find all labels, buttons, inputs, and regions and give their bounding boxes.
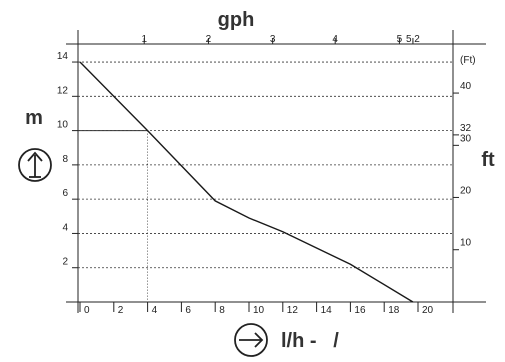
bottom-tick-label: 0 (84, 305, 90, 316)
reference-guides (78, 130, 149, 302)
top-tick-label: 5 (397, 34, 403, 45)
bottom-tick-label: 20 (422, 305, 434, 316)
bottom-tick-label: 4 (152, 305, 158, 316)
left-tick-label: 2 (62, 257, 68, 268)
top-tick-label: 4 (332, 34, 338, 45)
top-tick-label: 2 (206, 34, 212, 45)
plot-frame (66, 30, 486, 313)
grid (78, 61, 453, 269)
right-axis-label: ft (481, 149, 495, 171)
bottom-tick-label: 10 (253, 305, 265, 316)
left-tick-label: 12 (57, 85, 69, 96)
right-tick-label: 20 (460, 185, 472, 196)
left-tick-label: 10 (57, 120, 69, 131)
bottom-tick-label: 6 (185, 305, 191, 316)
series (79, 61, 414, 303)
left-tick-label: 4 (62, 222, 68, 233)
right-arrow-circle-icon (234, 323, 268, 357)
left-tick-label: 14 (57, 51, 69, 62)
bottom-tick-label: 12 (287, 305, 299, 316)
right-unit-tag: (Ft) (460, 55, 476, 66)
bottom-tick-label: 18 (388, 305, 400, 316)
left-tick-label: 6 (62, 188, 68, 199)
left-axis-label: m (25, 107, 43, 129)
top-axis-label: gph (218, 9, 255, 31)
top-tick-label: 5.2 (406, 34, 420, 45)
bottom-tick-label: 16 (354, 305, 366, 316)
bottom-axis-label: l/h - / (281, 330, 339, 352)
right-tick-label: 10 (460, 238, 472, 249)
top-tick-label: 3 (270, 34, 276, 45)
up-arrow-circle-icon (18, 148, 52, 182)
right-tick-label: 40 (460, 81, 472, 92)
right-tick-label: 32 (460, 123, 472, 134)
top-tick-label: 1 (141, 34, 147, 45)
right-tick-label: 30 (460, 133, 472, 144)
left-tick-label: 8 (62, 154, 68, 165)
bottom-tick-label: 2 (118, 305, 124, 316)
bottom-tick-label: 8 (219, 305, 225, 316)
pump-curve-line (79, 61, 414, 303)
bottom-tick-label: 14 (321, 305, 333, 316)
